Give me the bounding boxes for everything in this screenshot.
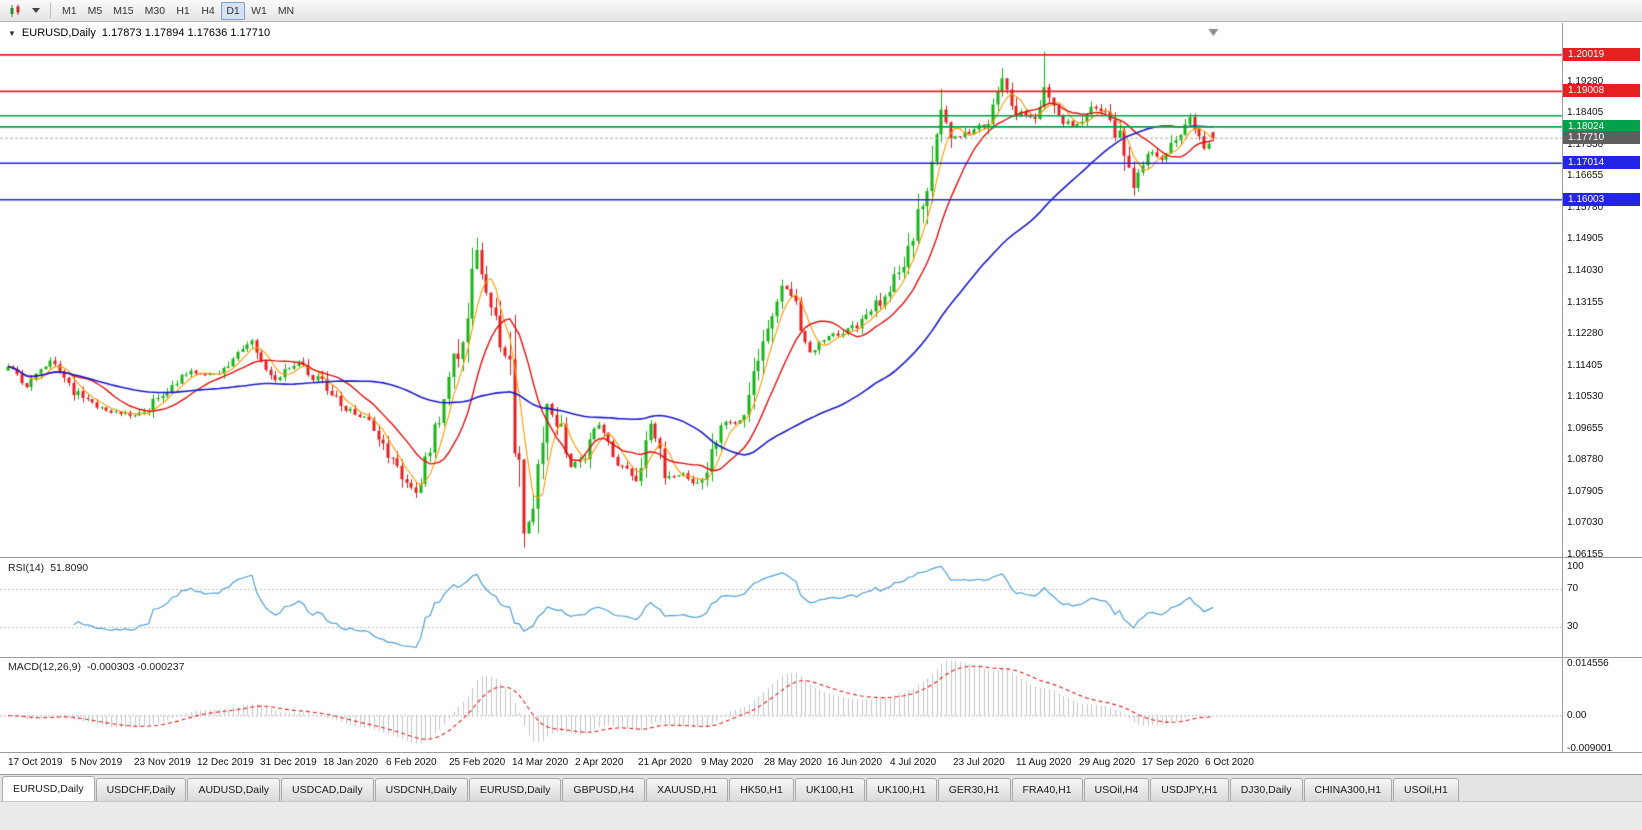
window-tab-USDCAD-Daily[interactable]: USDCAD,Daily (281, 778, 374, 801)
toolbar: M1 M5 M15 M30 H1 H4 D1 W1 MN (0, 0, 1642, 22)
window-tab-USDJPY-H1[interactable]: USDJPY,H1 (1150, 778, 1229, 801)
chart-symbol-timeframe: EURUSD,Daily (21, 27, 96, 39)
window-tab-UK100-H1[interactable]: UK100,H1 (794, 778, 866, 801)
window-tab-DJ30-Daily[interactable]: DJ30,Daily (1229, 778, 1303, 801)
price-axis-border (1562, 23, 1563, 752)
caret-down-icon (32, 8, 40, 13)
timeframe-button-group: M1 M5 M15 M30 H1 H4 D1 W1 MN (57, 1, 300, 20)
timeframe-button-M15[interactable]: M15 (108, 2, 138, 20)
timeframe-button-D1[interactable]: D1 (221, 1, 246, 20)
window-tab-GER30-H1[interactable]: GER30,H1 (937, 778, 1011, 801)
window-tab-USDCHF-Daily[interactable]: USDCHF,Daily (95, 778, 187, 801)
timeframe-button-W1[interactable]: W1 (246, 2, 272, 20)
window-tab-row: EURUSD,Daily USDCHF,Daily AUDUSD,Daily USDC… (2, 776, 1460, 801)
window-tab-HK50-H1[interactable]: HK50,H1 (729, 778, 794, 801)
toolbar-separator (50, 3, 51, 18)
macd-indicator-label: MACD(12,26,9) -0.000303 -0.000237 (8, 661, 184, 673)
window-tab-EURUSD-Daily[interactable]: EURUSD,Daily (2, 776, 95, 801)
window-tab-USDCNH-Daily[interactable]: USDCNH,Daily (374, 778, 468, 801)
window-tab-AUDUSD-Daily[interactable]: AUDUSD,Daily (187, 778, 281, 801)
window-tab-CHINA300-H1[interactable]: CHINA300,H1 (1303, 778, 1393, 801)
timeframe-button-H4[interactable]: H4 (196, 2, 220, 20)
window-tab-FRA40-H1[interactable]: FRA40,H1 (1011, 778, 1083, 801)
timeframe-button-M5[interactable]: M5 (83, 2, 108, 20)
rsi-indicator-label: RSI(14) 51.8090 (8, 562, 88, 574)
timeframe-button-M1[interactable]: M1 (57, 2, 82, 20)
chart-title: ▼ EURUSD,Daily 1.17873 1.17894 1.17636 1… (8, 27, 270, 39)
timeframe-button-H1[interactable]: H1 (171, 2, 195, 20)
window-tab-USOil-H4[interactable]: USOil,H4 (1083, 778, 1150, 801)
timeframe-button-MN[interactable]: MN (273, 2, 299, 20)
macd-values: -0.000303 -0.000237 (86, 661, 185, 673)
window-tab-GBPUSD-H4[interactable]: GBPUSD,H4 (562, 778, 646, 801)
candlestick-chart-icon (10, 4, 20, 17)
status-bar (0, 801, 1642, 830)
rsi-name: RSI(14) (8, 562, 45, 574)
macd-timeaxis-separator (0, 752, 1642, 753)
rsi-value: 51.8090 (50, 562, 89, 574)
chart-type-dropdown-button[interactable] (28, 2, 44, 20)
window-tab-EURUSD-Daily[interactable]: EURUSD,Daily (468, 778, 562, 801)
window-tab-USOil-H1[interactable]: USOil,H1 (1393, 778, 1459, 801)
macd-name: MACD(12,26,9) (8, 661, 81, 673)
chart-ohlc-values: 1.17873 1.17894 1.17636 1.17710 (101, 27, 271, 39)
chart-type-button[interactable] (4, 2, 27, 20)
timeframe-button-M30[interactable]: M30 (140, 2, 170, 20)
main-rsi-splitter[interactable] (0, 557, 1642, 558)
window-tab-UK100-H1[interactable]: UK100,H1 (866, 778, 937, 801)
window-tab-bar: EURUSD,Daily USDCHF,Daily AUDUSD,Daily USDC… (0, 774, 1642, 801)
rsi-macd-splitter[interactable] (0, 657, 1642, 658)
window-tab-XAUUSD-H1[interactable]: XAUUSD,H1 (646, 778, 729, 801)
chart-menu-icon[interactable]: ▼ (8, 28, 16, 38)
